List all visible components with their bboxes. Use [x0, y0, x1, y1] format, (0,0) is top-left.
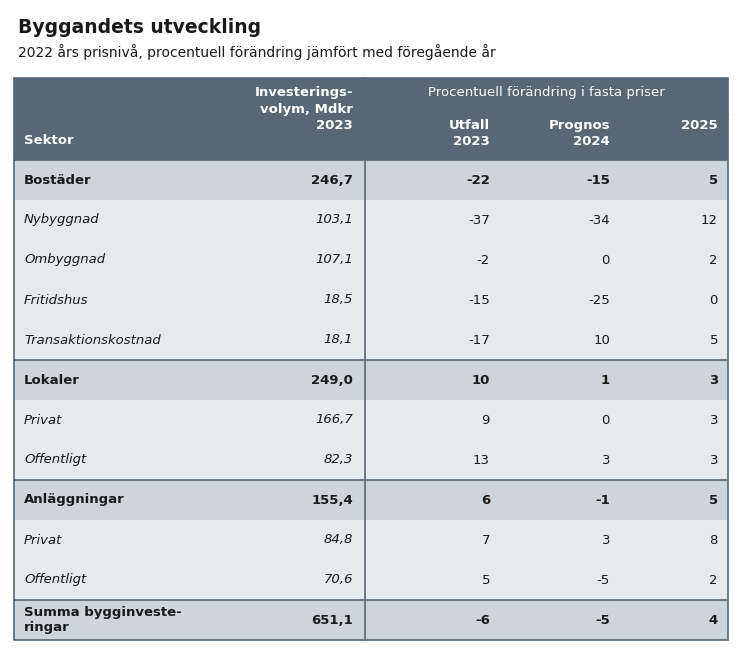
- Bar: [14, 240, 728, 280]
- Bar: [14, 360, 728, 400]
- Text: Investerings-
volym, Mdkr
2023: Investerings- volym, Mdkr 2023: [254, 86, 353, 132]
- Text: 18,5: 18,5: [324, 293, 353, 306]
- Text: 3: 3: [602, 533, 610, 546]
- Bar: [14, 200, 728, 240]
- Text: 2025: 2025: [681, 119, 718, 132]
- Text: 7: 7: [481, 533, 490, 546]
- Text: 12: 12: [701, 213, 718, 226]
- Text: Privat: Privat: [24, 413, 62, 426]
- Text: 6: 6: [481, 493, 490, 506]
- Text: Anläggningar: Anläggningar: [24, 493, 125, 506]
- Text: -2: -2: [477, 253, 490, 266]
- Text: Summa bygginveste-
ringar: Summa bygginveste- ringar: [24, 606, 182, 634]
- Text: -34: -34: [588, 213, 610, 226]
- Text: 155,4: 155,4: [311, 493, 353, 506]
- Text: 10: 10: [472, 373, 490, 386]
- Text: 0: 0: [602, 253, 610, 266]
- Bar: [14, 78, 728, 640]
- Text: Prognos
2024: Prognos 2024: [548, 119, 610, 148]
- Bar: [14, 560, 728, 600]
- Bar: [14, 78, 728, 160]
- Text: Ombyggnad: Ombyggnad: [24, 253, 105, 266]
- Text: 103,1: 103,1: [315, 213, 353, 226]
- Text: 246,7: 246,7: [311, 173, 353, 186]
- Bar: [14, 480, 728, 520]
- Text: 166,7: 166,7: [315, 413, 353, 426]
- Text: 2022 års prisnivå, procentuell förändring jämfört med föregående år: 2022 års prisnivå, procentuell förändrin…: [18, 44, 496, 60]
- Text: 0: 0: [602, 413, 610, 426]
- Text: 9: 9: [481, 413, 490, 426]
- Text: Lokaler: Lokaler: [24, 373, 80, 386]
- Text: -25: -25: [588, 293, 610, 306]
- Text: 82,3: 82,3: [324, 453, 353, 466]
- Text: Fritidshus: Fritidshus: [24, 293, 88, 306]
- Text: 5: 5: [709, 493, 718, 506]
- Text: 5: 5: [709, 173, 718, 186]
- Text: Offentligt: Offentligt: [24, 453, 86, 466]
- Text: 13: 13: [473, 453, 490, 466]
- Bar: [14, 600, 728, 640]
- Text: Utfall
2023: Utfall 2023: [449, 119, 490, 148]
- Text: 2: 2: [710, 573, 718, 586]
- Text: Transaktionskostnad: Transaktionskostnad: [24, 333, 160, 346]
- Text: 0: 0: [710, 293, 718, 306]
- Text: Bostäder: Bostäder: [24, 173, 91, 186]
- Text: 107,1: 107,1: [315, 253, 353, 266]
- Text: -5: -5: [595, 613, 610, 626]
- Text: 8: 8: [710, 533, 718, 546]
- Bar: [14, 520, 728, 560]
- Text: -17: -17: [468, 333, 490, 346]
- Text: 3: 3: [710, 413, 718, 426]
- Text: 5: 5: [481, 573, 490, 586]
- Text: Nybyggnad: Nybyggnad: [24, 213, 100, 226]
- Text: Privat: Privat: [24, 533, 62, 546]
- Text: 3: 3: [710, 453, 718, 466]
- Text: -6: -6: [475, 613, 490, 626]
- Text: 3: 3: [602, 453, 610, 466]
- Text: Sektor: Sektor: [24, 134, 74, 147]
- Text: Offentligt: Offentligt: [24, 573, 86, 586]
- Text: 4: 4: [709, 613, 718, 626]
- Text: 2: 2: [710, 253, 718, 266]
- Text: -5: -5: [597, 573, 610, 586]
- Text: -1: -1: [595, 493, 610, 506]
- Text: 18,1: 18,1: [324, 333, 353, 346]
- Text: Procentuell förändring i fasta priser: Procentuell förändring i fasta priser: [428, 86, 665, 99]
- Bar: [14, 400, 728, 440]
- Text: 651,1: 651,1: [311, 613, 353, 626]
- Text: 3: 3: [709, 373, 718, 386]
- Text: -22: -22: [466, 173, 490, 186]
- Bar: [14, 160, 728, 200]
- Bar: [14, 440, 728, 480]
- Bar: [14, 320, 728, 360]
- Text: 10: 10: [593, 333, 610, 346]
- Text: -15: -15: [586, 173, 610, 186]
- Text: 5: 5: [710, 333, 718, 346]
- Text: Byggandets utveckling: Byggandets utveckling: [18, 18, 261, 37]
- Text: 84,8: 84,8: [324, 533, 353, 546]
- Text: 249,0: 249,0: [311, 373, 353, 386]
- Text: 1: 1: [601, 373, 610, 386]
- Text: -37: -37: [468, 213, 490, 226]
- Bar: [14, 280, 728, 320]
- Text: 70,6: 70,6: [324, 573, 353, 586]
- Text: -15: -15: [468, 293, 490, 306]
